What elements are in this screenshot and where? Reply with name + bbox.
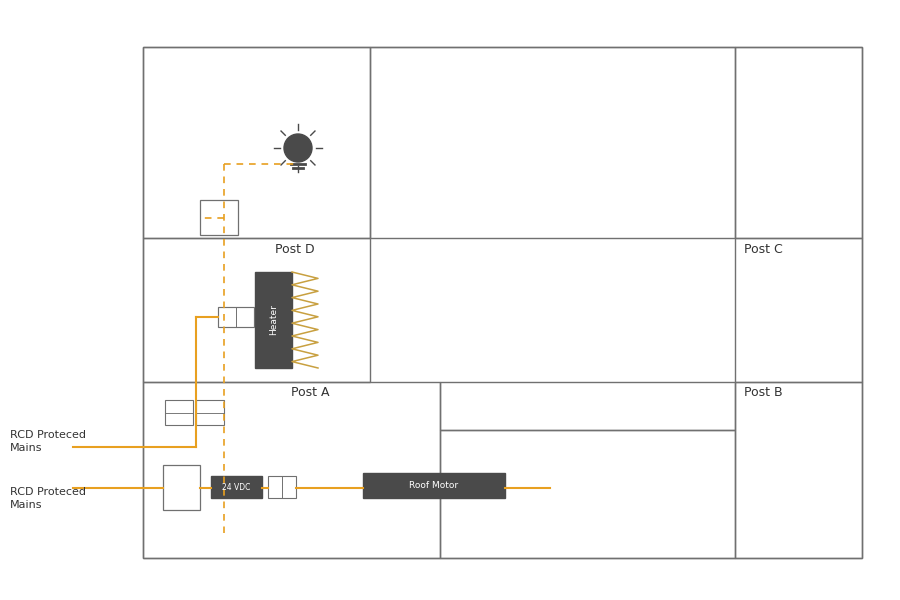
Bar (196, 400, 224, 425)
Bar (440, 382, 735, 430)
Text: Roof Motor: Roof Motor (410, 481, 459, 490)
Bar (143, 382, 440, 558)
Text: RCD Proteced
Mains: RCD Proteced Mains (10, 430, 86, 453)
Bar (440, 430, 735, 558)
Text: Post B: Post B (743, 386, 782, 399)
Text: 24 VDC: 24 VDC (222, 482, 251, 491)
Bar (143, 47, 370, 238)
Bar (163, 465, 200, 510)
Text: Heater: Heater (269, 305, 278, 335)
Text: Post C: Post C (743, 243, 782, 256)
Bar (255, 272, 292, 368)
Bar (370, 47, 735, 238)
Text: Post A: Post A (291, 386, 329, 399)
Bar (218, 307, 254, 327)
Bar (200, 200, 238, 235)
Bar (211, 476, 262, 498)
Circle shape (284, 134, 312, 162)
Bar (143, 47, 862, 558)
Text: RCD Proteced
Mains: RCD Proteced Mains (10, 487, 86, 510)
Bar (143, 238, 370, 382)
Bar (165, 400, 193, 425)
Bar (363, 473, 505, 498)
Bar (268, 476, 296, 498)
Text: Post D: Post D (275, 243, 315, 256)
Bar (735, 382, 862, 558)
Bar (735, 47, 862, 238)
Bar (735, 238, 862, 382)
